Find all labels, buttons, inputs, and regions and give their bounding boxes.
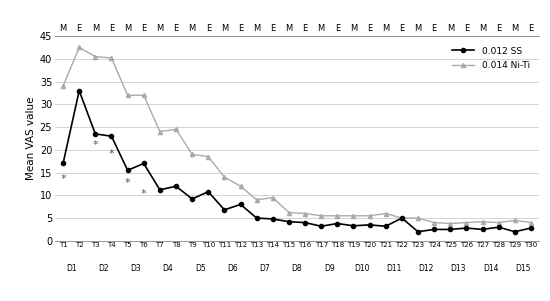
0.012 SS — [237, 203, 244, 206]
0.014 Ni-Ti — [447, 222, 454, 225]
Text: *: * — [141, 189, 146, 199]
0.012 SS — [221, 208, 228, 212]
Text: *: * — [109, 149, 114, 160]
0.012 SS — [92, 132, 98, 136]
Y-axis label: Mean VAS value: Mean VAS value — [25, 97, 36, 180]
0.014 Ni-Ti — [205, 155, 212, 158]
0.012 SS — [479, 228, 486, 231]
0.012 SS — [140, 162, 147, 165]
0.012 SS — [415, 230, 421, 234]
0.014 Ni-Ti — [382, 212, 389, 215]
0.014 Ni-Ti — [270, 196, 276, 199]
0.012 SS — [60, 162, 67, 165]
0.014 Ni-Ti — [124, 93, 131, 97]
0.014 Ni-Ti — [108, 56, 115, 60]
0.014 Ni-Ti — [60, 84, 67, 88]
Legend: 0.012 SS, 0.014 Ni-Ti: 0.012 SS, 0.014 Ni-Ti — [452, 47, 530, 70]
Line: 0.014 Ni-Ti: 0.014 Ni-Ti — [61, 45, 533, 225]
0.012 SS — [205, 190, 212, 194]
0.012 SS — [382, 225, 389, 228]
0.012 SS — [366, 223, 373, 227]
0.014 Ni-Ti — [92, 55, 98, 58]
0.014 Ni-Ti — [76, 46, 82, 49]
0.014 Ni-Ti — [157, 130, 163, 133]
0.012 SS — [512, 230, 518, 234]
0.012 SS — [254, 216, 260, 220]
0.012 SS — [189, 197, 195, 201]
0.012 SS — [285, 220, 292, 224]
0.014 Ni-Ti — [399, 216, 405, 220]
0.012 SS — [496, 225, 502, 229]
0.012 SS — [399, 216, 405, 220]
0.012 SS — [173, 185, 179, 188]
0.012 SS — [76, 89, 82, 92]
0.012 SS — [270, 217, 276, 221]
Text: *: * — [60, 174, 66, 185]
0.012 SS — [334, 222, 340, 225]
0.014 Ni-Ti — [237, 185, 244, 188]
0.012 SS — [527, 226, 534, 230]
0.012 SS — [431, 228, 437, 231]
0.012 SS — [447, 228, 454, 231]
Line: 0.012 SS: 0.012 SS — [61, 88, 533, 234]
0.014 Ni-Ti — [334, 214, 340, 218]
0.012 SS — [350, 224, 357, 228]
0.012 SS — [318, 225, 324, 228]
0.014 Ni-Ti — [431, 221, 437, 225]
0.012 SS — [124, 169, 131, 172]
0.014 Ni-Ti — [496, 221, 502, 225]
0.014 Ni-Ti — [366, 214, 373, 218]
0.012 SS — [302, 221, 309, 225]
0.012 SS — [157, 188, 163, 192]
0.014 Ni-Ti — [140, 93, 147, 97]
0.012 SS — [108, 134, 115, 138]
0.014 Ni-Ti — [285, 211, 292, 214]
Text: *: * — [92, 140, 98, 150]
0.014 Ni-Ti — [189, 153, 195, 156]
0.014 Ni-Ti — [527, 221, 534, 225]
0.014 Ni-Ti — [302, 212, 309, 215]
0.014 Ni-Ti — [221, 175, 228, 179]
0.014 Ni-Ti — [350, 214, 357, 218]
Text: *: * — [125, 178, 130, 188]
0.014 Ni-Ti — [254, 198, 260, 202]
0.014 Ni-Ti — [463, 221, 470, 225]
0.014 Ni-Ti — [173, 128, 179, 131]
0.014 Ni-Ti — [512, 219, 518, 222]
0.014 Ni-Ti — [479, 220, 486, 224]
0.012 SS — [463, 226, 470, 230]
0.014 Ni-Ti — [415, 216, 421, 220]
0.014 Ni-Ti — [318, 214, 324, 218]
